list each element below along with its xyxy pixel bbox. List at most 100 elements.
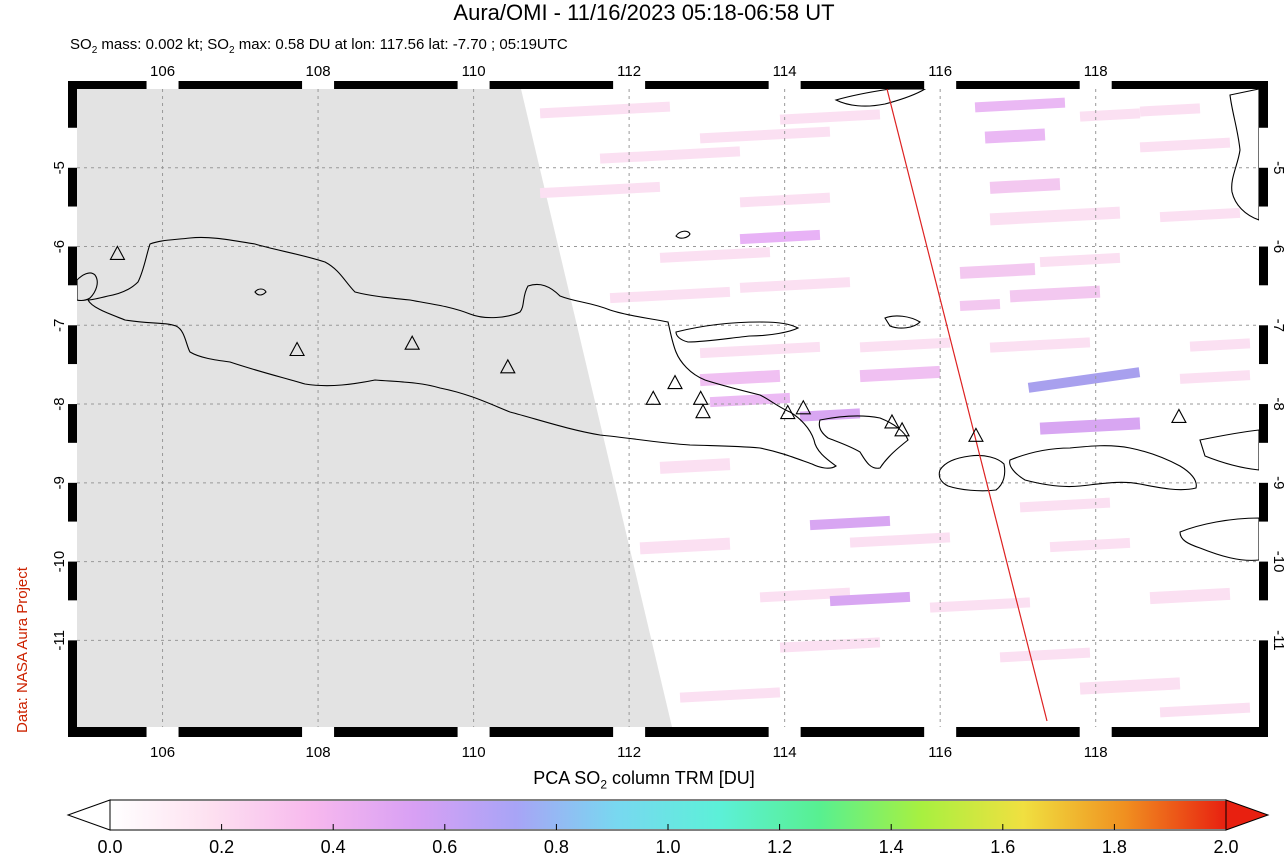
triangle-icon [795, 399, 812, 415]
colorbar-gradient [110, 801, 1226, 829]
frame-tick-top [457, 81, 490, 89]
graticule [77, 89, 1259, 727]
triangle-icon [695, 403, 711, 419]
colorbar-tick-label: 1.8 [1102, 837, 1127, 855]
subtitle-rest: max: 0.58 DU at lon: 117.56 lat: -7.70 ;… [234, 36, 568, 53]
volcano-layer [109, 245, 1187, 442]
lat-label-right: -7 [1270, 319, 1287, 332]
colorbar-min-arrow [66, 799, 111, 831]
map-plot-area: 106 108 110 112 114 116 118 106 108 110 112 114 116… [51, 63, 1287, 761]
lat-label-left: -7 [51, 319, 68, 332]
lat-label-left: -11 [51, 630, 68, 651]
orbit-swath-edge [886, 89, 1048, 722]
frame-tick-bottom [302, 727, 335, 737]
frame-tick-bottom [1079, 727, 1112, 737]
frame-tick-left [68, 127, 77, 168]
frame-tick-top [613, 81, 646, 89]
triangle-icon [779, 404, 796, 420]
lat-label-left: -10 [51, 551, 68, 573]
lon-label-top: 114 [773, 63, 797, 80]
triangle-icon [1170, 408, 1187, 424]
frame-tick-right [1259, 206, 1268, 247]
sumba-outline [1179, 517, 1259, 561]
frame-tick-bottom [146, 727, 179, 737]
frame-tick-bottom [457, 727, 490, 737]
subtitle-prefix: SO [70, 36, 92, 53]
lat-label-left: -5 [51, 161, 68, 174]
colorbar-tick-label: 0.0 [97, 837, 122, 855]
triangle-icon [692, 390, 709, 405]
triangle-icon [289, 341, 305, 357]
lon-label-bottom: 108 [306, 744, 331, 761]
frame-tick-bottom [613, 727, 646, 737]
bawean-outline [675, 230, 691, 239]
latitude-labels-right: -5 -6 -7 -8 -9 -10 -11 [1259, 127, 1287, 651]
small-island-outline [254, 288, 267, 296]
colorbar-tick-label: 0.4 [321, 837, 346, 855]
map-subtitle: SO2 mass: 0.002 kt; SO2 max: 0.58 DU at … [70, 36, 568, 56]
colorbar-label-prefix: PCA SO [533, 768, 601, 788]
frame-tick-left [68, 364, 77, 405]
colorbar-max-arrow [1225, 799, 1270, 831]
colorbar-label-sub: 2 [600, 777, 607, 792]
frame-tick-top [1079, 81, 1112, 89]
triangle-icon [884, 413, 900, 429]
flores-outline [1199, 429, 1259, 471]
lat-label-right: -9 [1270, 476, 1287, 489]
latitude-labels-left: -5 -6 -7 -8 -9 -10 -11 [51, 127, 77, 651]
lon-label-bottom: 112 [617, 744, 641, 761]
sumatra-outline [77, 272, 98, 302]
lon-label-top: 108 [306, 63, 331, 80]
frame-tick-right [1259, 442, 1268, 483]
colorbar-tick-label: 0.8 [544, 837, 569, 855]
lat-label-right: -10 [1270, 551, 1287, 573]
map-title: Aura/OMI - 11/16/2023 05:18-06:58 UT [453, 0, 835, 25]
sumbawa-island-outline [1009, 445, 1197, 491]
madura-island-outline [675, 321, 800, 343]
lat-label-left: -9 [51, 476, 68, 489]
longitude-labels-top: 106 108 110 112 114 116 118 [146, 63, 1112, 89]
frame-tick-left [68, 285, 77, 326]
lombok-island-outline [938, 454, 1006, 492]
colorbar-ticks: 0.0 0.2 0.4 0.6 0.8 1.0 1.2 1.4 1.6 1.8 2.0 [97, 824, 1239, 855]
colorbar: 0.0 0.2 0.4 0.6 0.8 1.0 1.2 1.4 1.6 1.8 2.0 [66, 799, 1270, 855]
frame-tick-right [1259, 600, 1268, 641]
colorbar-tick-label: 1.2 [767, 837, 792, 855]
triangle-icon [894, 421, 910, 437]
triangle-icon [968, 427, 984, 442]
frame-tick-right [1259, 127, 1268, 168]
coastline-layer [77, 89, 1259, 561]
lon-label-top: 112 [617, 63, 641, 80]
lon-label-bottom: 114 [773, 744, 797, 761]
lon-label-top: 106 [150, 63, 175, 80]
lon-label-bottom: 118 [1084, 744, 1108, 761]
borneo-outline [834, 89, 927, 107]
triangle-icon [404, 335, 421, 350]
colorbar-tick-label: 0.6 [432, 837, 457, 855]
subtitle-sub2: 2 [228, 45, 235, 56]
colorbar-tick-label: 1.0 [655, 837, 680, 855]
frame-tick-top [768, 81, 801, 89]
colorbar-label-rest: column TRM [DU] [607, 768, 755, 788]
triangle-icon [499, 358, 516, 374]
colorbar-tick-label: 2.0 [1213, 837, 1238, 855]
sulawesi-outline [1229, 89, 1259, 221]
lon-label-bottom: 116 [928, 744, 952, 761]
triangle-icon [667, 374, 683, 390]
frame-tick-right [1259, 364, 1268, 405]
frame-tick-right [1259, 521, 1268, 562]
frame-tick-bottom [924, 727, 957, 737]
kangean-outline [884, 315, 921, 329]
no-data-region [77, 89, 672, 727]
frame-tick-left [68, 521, 77, 562]
colorbar-tick-label: 0.2 [209, 837, 234, 855]
lon-label-bottom: 106 [150, 744, 175, 761]
lat-label-right: -5 [1270, 161, 1287, 174]
frame-tick-top [146, 81, 179, 89]
colorbar-tick-label: 1.4 [879, 837, 904, 855]
lat-label-right: -8 [1270, 397, 1287, 410]
lon-label-bottom: 110 [462, 744, 486, 761]
colorbar-label: PCA SO2 column TRM [DU] [0, 768, 1288, 792]
lon-label-top: 110 [462, 63, 486, 80]
